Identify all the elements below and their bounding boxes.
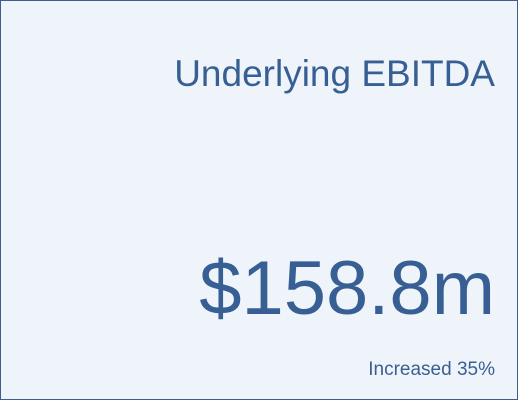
card-note: Increased 35% bbox=[368, 359, 495, 380]
card-title: Underlying EBITDA bbox=[174, 53, 495, 94]
card-value: $158.8m bbox=[199, 246, 495, 331]
